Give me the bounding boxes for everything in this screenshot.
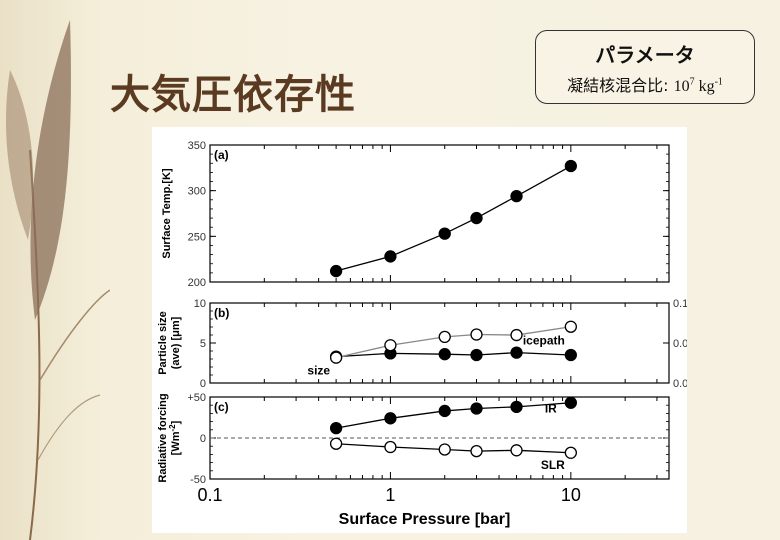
panel-frame <box>209 144 670 283</box>
parameter-number: 107 kg-1 <box>673 76 723 95</box>
y-tick-label: 300 <box>188 186 206 198</box>
data-point-IR <box>470 402 483 415</box>
data-point-main <box>384 250 397 263</box>
y-tick-label: 350 <box>188 140 206 152</box>
data-point-SLR <box>470 444 483 458</box>
y-axis-label: Particle size <box>157 311 169 375</box>
panel-a: 200 250 300 350 (a) Surface Temp.[K] <box>161 140 670 289</box>
y-axis-label: Radiative forcing <box>157 393 169 482</box>
data-point-IR <box>384 412 397 425</box>
data-point-SLR <box>510 444 523 457</box>
data-point-SLR <box>329 437 343 450</box>
y-axis-label-line2: (ave) [μm] <box>170 316 182 369</box>
parameter-box: パラメータ 凝結核混合比: 107 kg-1 <box>535 30 755 104</box>
panel-c: -50 0 +50 (c) Radiative forcing [Wm-2] IR SLR <box>157 392 670 486</box>
y-tick-label: 10 <box>194 298 206 310</box>
data-point-main <box>329 264 343 278</box>
parameter-label: 凝結核混合比: <box>567 76 674 95</box>
data-point-IR <box>510 400 523 413</box>
panel-label: (b) <box>214 306 229 320</box>
series-label-icepath: icepath <box>523 334 565 348</box>
panel-label: (c) <box>214 400 229 414</box>
series-line-SLR <box>336 443 571 454</box>
x-tick-label: 1 <box>385 485 395 505</box>
x-axis-label: Surface Pressure [bar] <box>339 511 511 528</box>
data-point-SLR <box>438 443 451 456</box>
series-line-main <box>335 165 572 272</box>
series-line-icepath <box>335 326 571 359</box>
data-point-icepath <box>384 339 397 352</box>
y-tick-label: -50 <box>190 474 206 486</box>
data-point-main <box>510 189 523 203</box>
leaf-decoration <box>5 20 110 540</box>
data-point-main <box>564 159 577 173</box>
page-title: 大気圧依存性 <box>110 72 356 118</box>
x-tick-label: 0.1 <box>197 485 222 505</box>
series-line-IR <box>335 402 571 429</box>
y-tick-label: 5 <box>200 338 206 350</box>
panel-frame <box>209 302 670 384</box>
x-tick-label: 10 <box>561 485 581 505</box>
parameter-heading: パラメータ <box>595 43 695 67</box>
data-point-SLR <box>384 440 397 454</box>
parameter-value: 凝結核混合比: 107 kg-1 <box>536 72 754 96</box>
data-point-icepath <box>510 328 523 342</box>
data-point-IR <box>564 396 577 409</box>
y-tick-label: +50 <box>187 392 206 404</box>
y2-tick-label: 0.1 <box>673 298 687 310</box>
data-point-IR <box>438 404 451 418</box>
data-point-IR <box>329 422 343 435</box>
data-point-icepath <box>470 328 483 341</box>
data-point-icepath <box>329 351 343 364</box>
data-point-size <box>438 348 451 361</box>
data-point-icepath <box>564 320 577 333</box>
y-tick-label: 0 <box>200 378 206 390</box>
y-tick-label: 0 <box>200 433 206 445</box>
data-point-size <box>470 348 483 362</box>
y2-tick-label: 0.01 <box>673 338 687 350</box>
data-point-icepath <box>438 330 451 344</box>
data-point-size <box>510 346 523 359</box>
y-tick-label: 200 <box>188 277 206 289</box>
series-label-size: size <box>307 364 330 378</box>
series-label-IR: IR <box>545 402 557 416</box>
panel-label: (a) <box>214 148 229 162</box>
data-point-main <box>438 227 451 240</box>
data-point-size <box>564 348 577 362</box>
series-label-SLR: SLR <box>541 458 565 472</box>
data-point-main <box>470 211 483 225</box>
y-tick-label: 250 <box>188 231 206 243</box>
y2-tick-label: 0.001 <box>673 378 687 390</box>
y-axis-label-line2: [Wm-2] <box>168 420 182 455</box>
data-point-SLR <box>564 446 577 459</box>
series-line-size <box>336 351 571 358</box>
y-axis-label: Surface Temp.[K] <box>161 168 173 259</box>
